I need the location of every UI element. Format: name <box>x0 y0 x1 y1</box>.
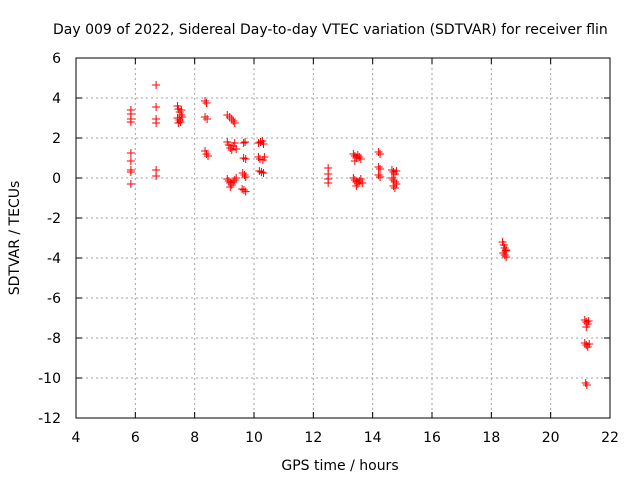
plot-frame <box>75 57 611 419</box>
y-tick-label: -8 <box>47 331 61 347</box>
data-point <box>126 149 135 157</box>
data-point <box>392 167 401 175</box>
data-point <box>202 150 211 158</box>
y-tick-label: 4 <box>52 91 61 107</box>
data-point <box>203 115 212 123</box>
data-point <box>241 187 250 196</box>
data-point <box>232 145 241 153</box>
y-tick-label: -2 <box>47 211 61 227</box>
data-point <box>126 168 135 176</box>
data-point <box>376 150 385 158</box>
data-point <box>259 169 268 177</box>
x-tick-label: 6 <box>131 430 140 446</box>
data-point <box>324 179 333 187</box>
data-point <box>355 153 364 161</box>
data-point <box>239 186 248 194</box>
data-point <box>230 176 239 184</box>
chart-title: Day 009 of 2022, Sidereal Day-to-day VTE… <box>53 22 608 38</box>
data-point <box>230 119 239 127</box>
x-axis-label: GPS time / hours <box>281 458 398 474</box>
data-point <box>240 171 249 179</box>
data-point <box>350 157 359 165</box>
data-point <box>177 106 186 114</box>
x-tick-label: 16 <box>423 430 441 446</box>
grid <box>76 58 610 418</box>
x-tick-label: 20 <box>542 430 560 446</box>
data-point <box>389 182 398 190</box>
data-point <box>227 146 236 154</box>
y-tick-label: 6 <box>52 51 61 67</box>
data-point <box>500 251 509 259</box>
data-point <box>174 119 183 127</box>
axis-ticks <box>75 57 611 419</box>
data-point <box>152 119 161 127</box>
data-point <box>582 323 591 331</box>
y-tick-label: -10 <box>38 371 61 387</box>
data-point <box>501 247 510 255</box>
x-tick-label: 8 <box>190 430 199 446</box>
data-point <box>352 182 361 190</box>
data-point <box>226 183 235 191</box>
data-point <box>126 180 135 188</box>
data-point <box>178 113 187 121</box>
data-point <box>502 253 511 261</box>
data-point <box>126 118 135 126</box>
data-point <box>585 340 594 348</box>
data-point <box>241 155 250 163</box>
data-point <box>356 155 365 163</box>
data-point <box>239 154 248 162</box>
data-point <box>376 173 385 181</box>
data-point <box>239 139 248 147</box>
x-tick-label: 4 <box>72 430 81 446</box>
data-point <box>152 172 161 180</box>
data-point <box>376 165 385 173</box>
y-axis-label: SDTVAR / TECUs <box>7 181 23 296</box>
data-point <box>176 118 185 126</box>
x-tick-label: 14 <box>364 430 382 446</box>
data-point <box>201 113 210 121</box>
y-tick-labels: -12 -10 -8 -6 -4 -2 0 2 4 6 <box>38 51 61 427</box>
data-point <box>390 184 399 192</box>
data-point <box>230 139 239 147</box>
data-point <box>152 81 161 89</box>
data-point <box>204 152 213 160</box>
y-tick-label: 0 <box>52 171 61 187</box>
data-point <box>257 168 266 176</box>
data-point <box>225 113 234 121</box>
x-tick-label: 10 <box>245 430 263 446</box>
data-point <box>229 117 238 125</box>
data-point <box>232 174 241 182</box>
data-point <box>255 167 264 175</box>
data-point <box>356 175 365 183</box>
x-tick-label: 18 <box>482 430 500 446</box>
y-tick-label: -6 <box>47 291 61 307</box>
data-point <box>259 140 268 148</box>
data-point <box>126 157 135 165</box>
x-tick-label: 22 <box>601 430 619 446</box>
data-point <box>374 163 383 171</box>
data-point <box>260 153 269 161</box>
x-tick-label: 12 <box>304 430 322 446</box>
data-point <box>202 99 211 107</box>
data-point <box>241 173 250 181</box>
y-tick-label: 2 <box>52 131 61 147</box>
data-point <box>374 171 383 179</box>
data-points <box>126 81 594 389</box>
data-point <box>582 381 591 389</box>
data-point <box>201 97 210 105</box>
x-tick-labels: 4 6 8 10 12 14 16 18 20 22 <box>72 430 619 446</box>
data-point <box>241 138 250 146</box>
y-tick-label: -4 <box>47 251 61 267</box>
data-point <box>254 139 263 147</box>
data-point <box>152 103 161 111</box>
data-point <box>584 317 593 325</box>
data-point <box>581 379 590 387</box>
y-tick-label: -12 <box>38 411 61 427</box>
data-point <box>358 179 367 187</box>
data-point <box>374 148 383 156</box>
